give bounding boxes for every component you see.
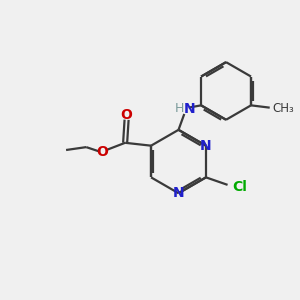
- Text: O: O: [96, 145, 108, 159]
- Text: N: N: [173, 186, 184, 200]
- Text: O: O: [121, 108, 133, 122]
- Text: Cl: Cl: [232, 181, 247, 194]
- Text: N: N: [200, 139, 212, 153]
- Text: H: H: [175, 102, 184, 115]
- Text: CH₃: CH₃: [273, 102, 294, 115]
- Text: N: N: [183, 102, 195, 116]
